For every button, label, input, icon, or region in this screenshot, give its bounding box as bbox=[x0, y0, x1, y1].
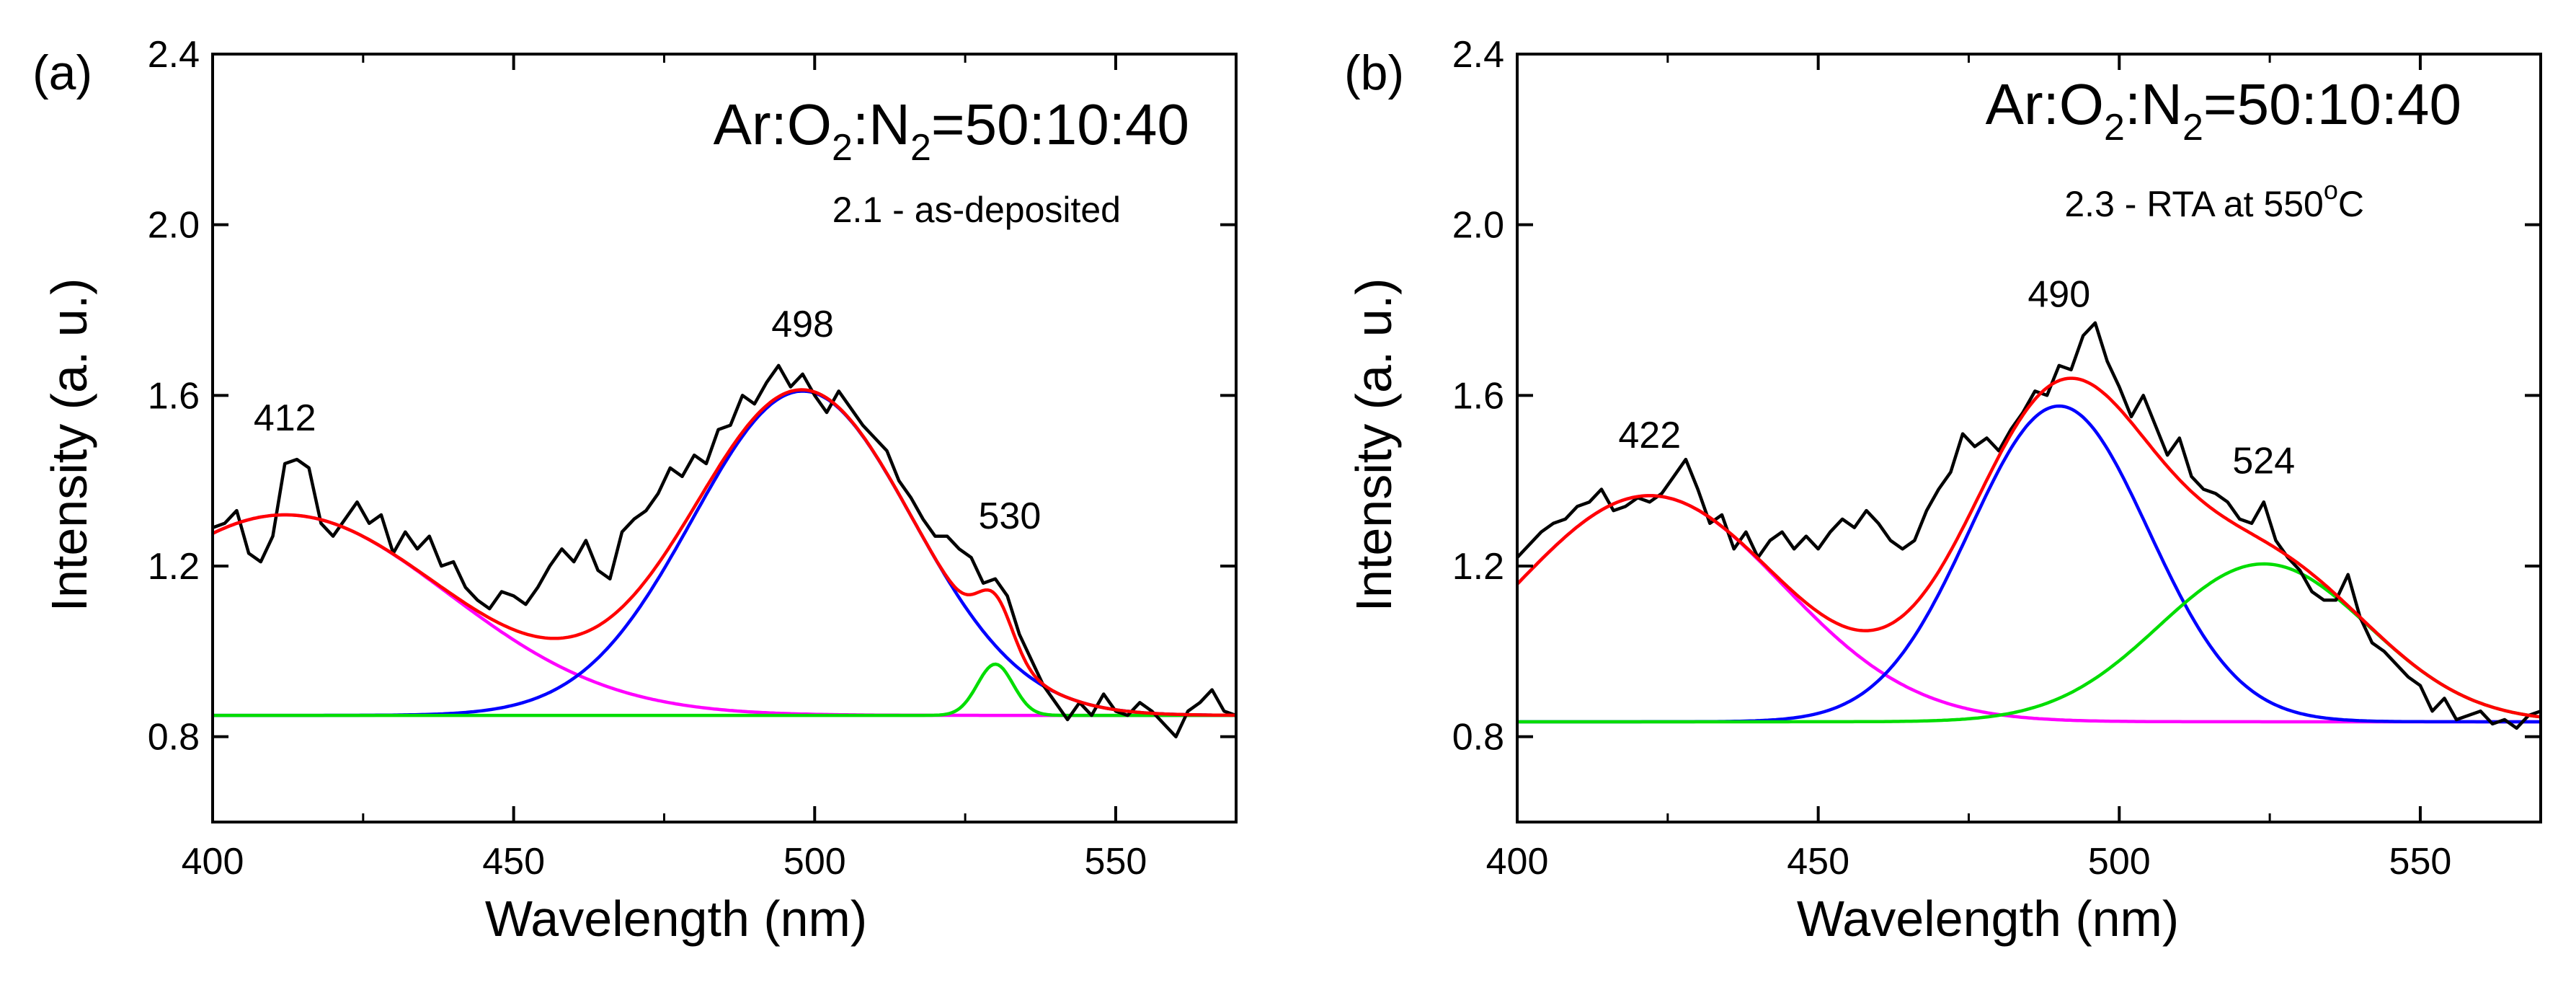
x-tick-label: 450 bbox=[1787, 841, 1849, 883]
plot-frame bbox=[1516, 53, 2542, 823]
panel-b: (b) Ar:O2:N2=50:10:40 2.3 - RTA at 550oC… bbox=[1344, 34, 2542, 947]
y-tick-label: 0.8 bbox=[148, 717, 200, 759]
peak-fit-curve-498 bbox=[213, 389, 1236, 717]
panel-label: (a) bbox=[32, 45, 92, 100]
y-tick-label: 1.2 bbox=[1452, 546, 1504, 588]
composition-label: Ar:O2:N2=50:10:40 bbox=[714, 92, 1189, 169]
panel-label: (b) bbox=[1344, 45, 1404, 100]
sample-label: 2.3 - RTA at 550oC bbox=[2064, 175, 2364, 224]
x-tick-label: 550 bbox=[2389, 841, 2452, 883]
peak-fit-curve-412 bbox=[213, 513, 1236, 717]
peak-label-490: 490 bbox=[2028, 274, 2090, 316]
y-tick-label: 1.6 bbox=[148, 375, 200, 417]
plot-area bbox=[1517, 321, 2541, 730]
peak-label-422: 422 bbox=[1618, 415, 1681, 456]
x-tick-label: 400 bbox=[1486, 841, 1549, 883]
measured-spectrum-line bbox=[213, 363, 1236, 738]
composition-label: Ar:O2:N2=50:10:40 bbox=[1986, 72, 2461, 149]
y-tick-label: 2.0 bbox=[1452, 205, 1504, 247]
y-tick-label: 2.4 bbox=[1452, 34, 1504, 76]
y-tick-label: 0.8 bbox=[1452, 717, 1504, 759]
cumulative-fit-line bbox=[1517, 376, 2541, 719]
y-tick-label: 2.0 bbox=[148, 205, 200, 247]
x-tick-label: 450 bbox=[482, 841, 545, 883]
cumulative-fit-line bbox=[213, 388, 1236, 717]
y-tick-label: 1.6 bbox=[1452, 375, 1504, 417]
x-axis-title: Wavelength (nm) bbox=[485, 891, 867, 947]
peak-label-530: 530 bbox=[978, 495, 1041, 537]
peak-label-524: 524 bbox=[2232, 440, 2295, 482]
x-axis-title: Wavelength (nm) bbox=[1797, 891, 2179, 947]
plot-area bbox=[213, 363, 1236, 738]
peak-label-412: 412 bbox=[254, 397, 316, 439]
measured-spectrum-line bbox=[1517, 321, 2541, 730]
x-tick-label: 400 bbox=[182, 841, 244, 883]
x-tick-label: 500 bbox=[783, 841, 846, 883]
x-tick-label: 500 bbox=[2088, 841, 2151, 883]
panel-a: (a) Ar:O2:N2=50:10:40 2.1 - as-deposited… bbox=[32, 34, 1238, 947]
x-tick-label: 550 bbox=[1085, 841, 1147, 883]
y-tick-label: 1.2 bbox=[148, 546, 200, 588]
y-axis-title: Intensity (a. u.) bbox=[41, 278, 97, 612]
y-axis-title: Intensity (a. u.) bbox=[1346, 278, 1402, 612]
peak-fit-curve-422 bbox=[1517, 494, 2541, 724]
peak-label-498: 498 bbox=[771, 304, 834, 345]
plot-frame bbox=[211, 53, 1238, 823]
y-tick-label: 2.4 bbox=[148, 34, 200, 76]
sample-label: 2.1 - as-deposited bbox=[832, 190, 1121, 230]
